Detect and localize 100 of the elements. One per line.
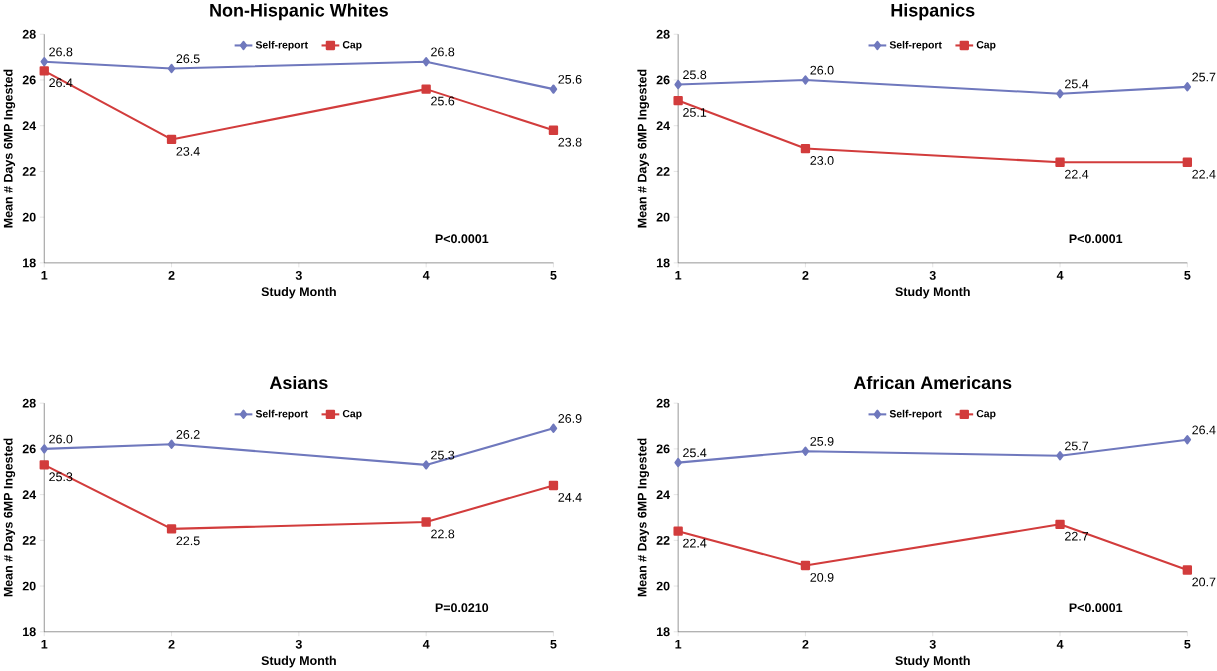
data-label: 22.8 (431, 529, 455, 539)
x-tick-label: 4 (1056, 271, 1064, 280)
y-tick-label: 26 (656, 75, 670, 85)
y-tick-label: 24 (656, 490, 670, 499)
point (40, 57, 49, 67)
chart-title: Asians (269, 375, 328, 390)
y-axis-title: Mean # Days 6MP Ingested (3, 69, 16, 228)
point (1055, 157, 1065, 167)
y-tick-label: 28 (656, 398, 670, 408)
x-tick-label: 2 (802, 271, 809, 280)
point (549, 84, 558, 94)
legend-label: Self-report (889, 409, 942, 420)
x-tick-label: 2 (802, 639, 809, 649)
x-tick-label: 5 (550, 639, 557, 649)
y-tick-label: 20 (22, 581, 36, 591)
x-tick-label: 1 (41, 271, 48, 280)
y-axis-title: Mean # Days 6MP Ingested (3, 438, 16, 597)
data-label: 23.4 (176, 146, 200, 156)
legend-label: Self-report (255, 40, 308, 51)
y-tick-label: 24 (656, 121, 670, 131)
point (166, 524, 177, 534)
x-tick-label: 3 (295, 271, 302, 280)
legend-label: Cap (342, 41, 362, 51)
point (422, 460, 430, 470)
point (674, 79, 682, 90)
x-tick-label: 5 (1184, 271, 1191, 280)
y-tick-label: 28 (22, 398, 36, 408)
x-tick-label: 4 (1056, 639, 1064, 649)
y-tick-label: 22 (22, 167, 36, 176)
x-tick-label: 3 (929, 639, 936, 649)
point (674, 457, 682, 468)
point (801, 75, 810, 85)
point (39, 66, 49, 76)
data-label: 26.8 (431, 47, 455, 57)
point (421, 84, 431, 94)
y-tick-label: 20 (656, 581, 670, 591)
legend-label: Cap (342, 409, 362, 420)
data-label: 26.4 (1192, 425, 1216, 435)
data-label: 26.2 (176, 430, 200, 439)
legend-label: Cap (976, 409, 996, 420)
data-label: 22.5 (176, 536, 200, 546)
y-tick-label: 18 (656, 258, 670, 268)
x-tick-label: 2 (168, 639, 175, 649)
y-tick-label: 18 (656, 627, 670, 637)
data-label: 22.4 (1065, 169, 1089, 179)
y-tick-label: 24 (22, 490, 37, 499)
chart-title: African Americans (853, 375, 1012, 390)
chart-title: Non-Hispanic Whites (210, 3, 388, 21)
x-tick-label: 3 (295, 639, 302, 649)
annotation: P<0.0001 (435, 234, 489, 244)
point (1055, 519, 1065, 530)
x-axis-title: Study Month (261, 286, 336, 299)
x-tick-label: 5 (1184, 639, 1191, 649)
data-label: 26.0 (810, 65, 834, 75)
data-label: 25.6 (431, 96, 455, 106)
x-axis-title: Study Month (895, 286, 970, 299)
point (1056, 89, 1064, 99)
annotation: P<0.0001 (1069, 603, 1123, 613)
data-label: 26.9 (558, 414, 582, 423)
data-label: 22.7 (1065, 531, 1089, 541)
y-tick-label: 22 (22, 536, 36, 545)
data-label: 26.8 (49, 47, 73, 57)
data-label: 23.8 (558, 137, 582, 147)
point (166, 134, 177, 145)
y-tick-label: 22 (656, 536, 670, 545)
annotation: P<0.0001 (1069, 234, 1123, 244)
point (1056, 451, 1064, 461)
point (421, 517, 431, 527)
point (1182, 157, 1193, 167)
point (801, 446, 810, 456)
y-tick-label: 26 (22, 444, 36, 454)
point (673, 95, 683, 106)
x-tick-label: 4 (422, 271, 430, 280)
chart-title: Hispanics (891, 3, 975, 21)
x-tick-label: 1 (41, 639, 48, 649)
data-label: 25.1 (683, 108, 707, 117)
y-tick-label: 26 (656, 444, 670, 454)
legend-label: Self-report (255, 409, 308, 420)
data-label: 24.4 (558, 492, 582, 502)
point (549, 423, 558, 433)
data-label: 25.4 (683, 448, 707, 458)
y-tick-label: 18 (23, 627, 36, 637)
y-tick-label: 24 (22, 121, 37, 131)
y-axis-title: Mean # Days 6MP Ingested (637, 438, 650, 597)
x-tick-label: 4 (422, 639, 430, 649)
data-label: 26.0 (49, 434, 73, 444)
point (548, 480, 559, 491)
y-tick-label: 18 (23, 258, 36, 268)
annotation: P=0.0210 (435, 603, 489, 613)
y-tick-label: 28 (22, 29, 36, 39)
data-label: 22.4 (1192, 169, 1216, 179)
x-tick-label: 1 (675, 639, 682, 649)
data-label: 25.8 (683, 70, 707, 80)
data-label: 22.4 (683, 538, 707, 548)
data-label: 26.5 (176, 54, 200, 64)
x-tick-label: 5 (550, 271, 557, 280)
point (167, 63, 176, 74)
data-label: 25.7 (1065, 441, 1089, 451)
point (39, 460, 49, 470)
point (673, 526, 683, 536)
